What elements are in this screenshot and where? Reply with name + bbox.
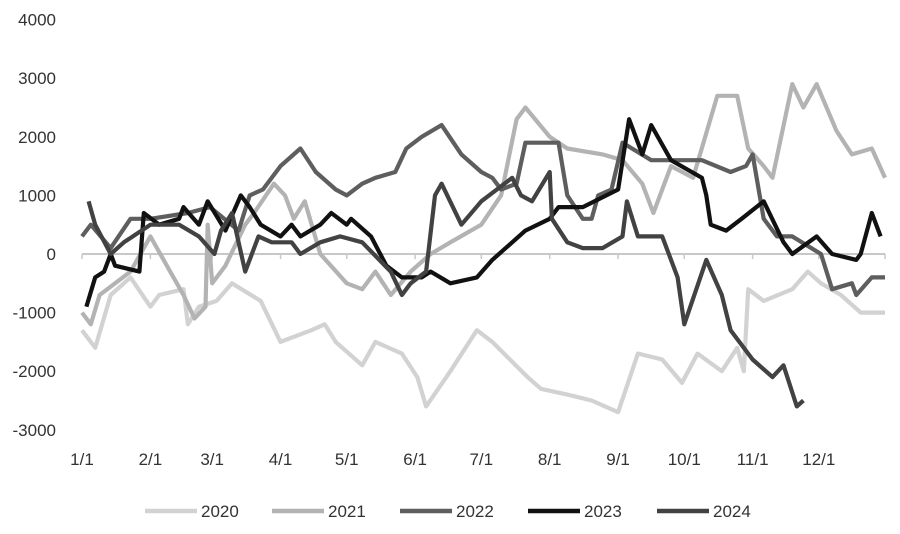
x-tick-label: 12/1: [802, 450, 835, 469]
y-tick-label: -1000: [13, 304, 56, 323]
x-tick-label: 4/1: [269, 450, 293, 469]
y-tick-label: 3000: [18, 69, 56, 88]
series-line-2024: [86, 169, 805, 409]
x-tick-label: 1/1: [70, 450, 94, 469]
legend-label: 2021: [328, 502, 366, 521]
legend-label: 2023: [584, 502, 622, 521]
series-line-2021: [80, 82, 887, 327]
x-tick-label: 7/1: [469, 450, 493, 469]
series-line-2020: [80, 269, 885, 415]
y-tick-label: 1000: [18, 186, 56, 205]
series-line-2023: [84, 117, 883, 308]
y-tick-label: -2000: [13, 362, 56, 381]
x-tick-label: 9/1: [606, 450, 630, 469]
y-tick-label: 0: [47, 245, 56, 264]
legend-label: 2022: [456, 502, 494, 521]
y-tick-label: 2000: [18, 128, 56, 147]
x-tick-label: 2/1: [139, 450, 163, 469]
x-tick-label: 3/1: [200, 450, 224, 469]
x-tick-label: 8/1: [538, 450, 562, 469]
legend-label: 2020: [201, 502, 239, 521]
y-tick-label: 4000: [18, 11, 56, 30]
x-tick-label: 11/1: [737, 450, 769, 469]
legend-label: 2024: [713, 502, 751, 521]
x-tick-label: 10/1: [668, 450, 701, 469]
x-tick-label: 6/1: [403, 450, 427, 469]
y-tick-label: -3000: [13, 421, 56, 440]
x-tick-label: 5/1: [335, 450, 359, 469]
